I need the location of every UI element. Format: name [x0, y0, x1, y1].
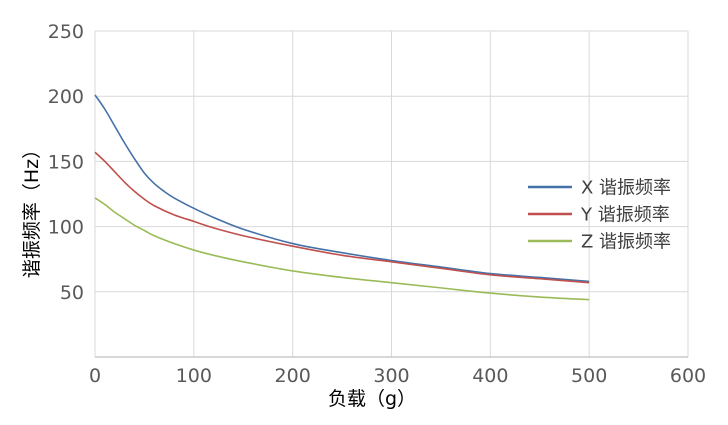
y-tick-label-1: 100 — [48, 217, 84, 239]
x-tick-labels: 0 100 200 300 400 500 600 — [89, 365, 706, 387]
legend: X 谐振频率 Y 谐振频率 Z 谐振频率 — [528, 178, 671, 253]
x-tick-label-3: 300 — [373, 365, 409, 387]
x-tick-label-4: 400 — [472, 365, 508, 387]
y-tick-labels: 50 100 150 200 250 — [48, 21, 84, 304]
grid-lines — [95, 30, 689, 357]
series-line-2 — [94, 197, 590, 301]
legend-label-1: Y 谐振频率 — [580, 205, 670, 226]
x-tick-label-0: 0 — [89, 365, 101, 387]
x-axis-title: 负载（g） — [328, 388, 416, 410]
y-tick-label-3: 200 — [48, 86, 84, 108]
y-tick-label-4: 250 — [48, 21, 84, 43]
x-tick-label-2: 200 — [275, 365, 311, 387]
legend-label-0: X 谐振频率 — [581, 178, 671, 199]
x-tick-label-5: 500 — [571, 365, 607, 387]
y-tick-label-0: 50 — [60, 282, 84, 304]
x-tick-label-1: 100 — [176, 365, 212, 387]
y-axis-title: 谐振频率（Hz） — [21, 140, 43, 278]
series-line-1 — [94, 151, 590, 284]
x-tick-label-6: 600 — [670, 365, 706, 387]
series-line-0 — [94, 94, 590, 283]
axes — [94, 31, 688, 358]
series-lines — [94, 94, 590, 301]
y-tick-label-2: 150 — [48, 151, 84, 173]
legend-label-2: Z 谐振频率 — [581, 232, 671, 253]
